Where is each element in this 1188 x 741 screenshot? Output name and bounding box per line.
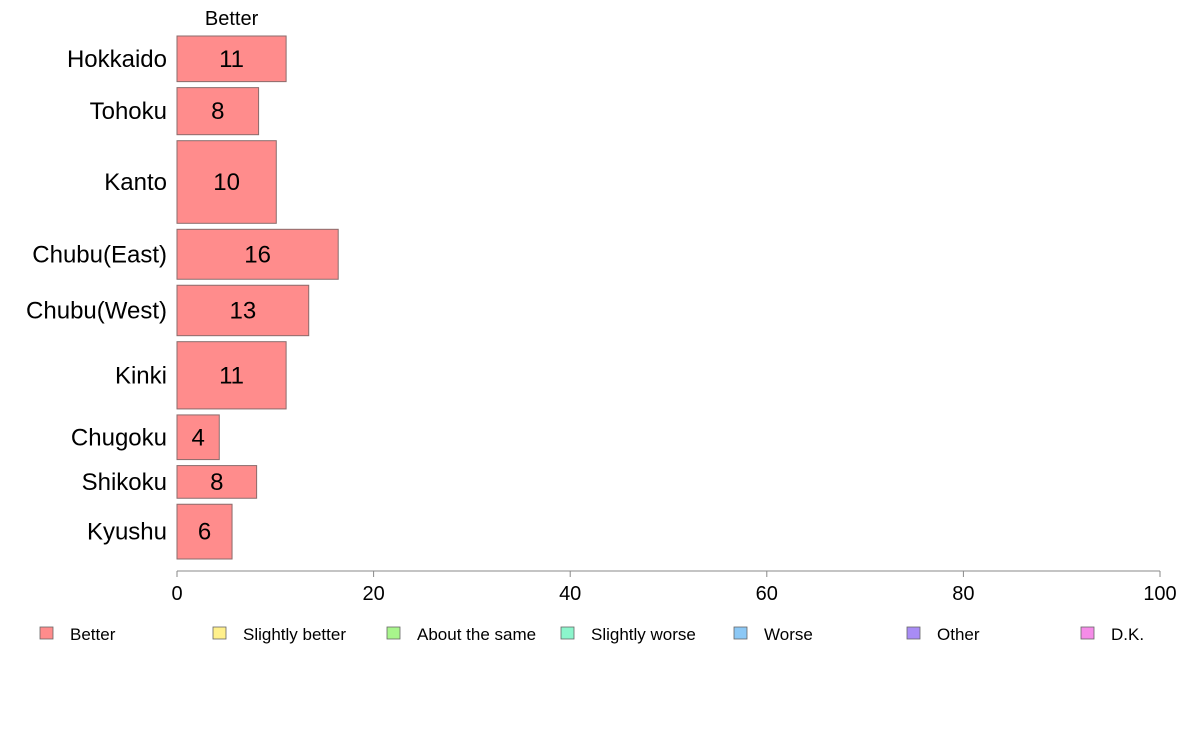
category-label-kyushu: Kyushu (87, 519, 167, 546)
category-label-kanto: Kanto (104, 169, 167, 196)
legend-swatch-d-k- (1080, 626, 1095, 640)
data-label: 11 (219, 362, 244, 389)
data-label: 4 (191, 424, 204, 451)
legend-label-worse: Worse (764, 625, 813, 644)
category-label-chubu-east-: Chubu(East) (32, 241, 167, 268)
legend-label-slightly-worse: Slightly worse (591, 625, 696, 644)
bar-better-2 (176, 140, 277, 224)
legend-swatch-slightly-worse (560, 626, 575, 640)
bar-better-3 (176, 228, 339, 280)
legend-swatch-about-the-same (386, 626, 401, 640)
x-tick-label: 80 (952, 583, 974, 605)
data-label: 8 (211, 98, 224, 125)
x-tick-label: 60 (756, 583, 778, 605)
top-label-better: Better (205, 8, 259, 30)
legend-label-better: Better (70, 625, 116, 644)
legend-label-d-k-: D.K. (1111, 625, 1144, 644)
category-label-tohoku: Tohoku (90, 98, 167, 125)
legend-swatch-slightly-better (212, 626, 227, 640)
legend-swatch-worse (733, 626, 748, 640)
category-label-chubu-west-: Chubu(West) (26, 297, 167, 324)
data-label: 13 (230, 297, 257, 324)
x-tick-label: 20 (362, 583, 384, 605)
bar-better-6 (176, 414, 220, 461)
x-tick-label: 100 (1143, 583, 1176, 605)
legend-label-other: Other (937, 625, 980, 644)
bar-better-4 (176, 284, 310, 337)
bar-better-5 (176, 341, 287, 410)
data-label: 10 (213, 169, 240, 196)
bar-better-8 (176, 503, 233, 560)
legend-label-about-the-same: About the same (417, 625, 536, 644)
legend-label-slightly-better: Slightly better (243, 625, 346, 644)
bar-better-7 (176, 465, 258, 499)
category-label-hokkaido: Hokkaido (67, 46, 167, 73)
x-tick-label: 0 (171, 583, 182, 605)
data-label: 8 (210, 469, 223, 496)
legend-swatch-other (906, 626, 921, 640)
data-label: 6 (198, 519, 211, 546)
category-label-chugoku: Chugoku (71, 424, 167, 451)
bar-better-1 (176, 87, 260, 136)
category-label-shikoku: Shikoku (82, 469, 167, 496)
category-label-kinki: Kinki (115, 362, 167, 389)
data-label: 11 (219, 46, 244, 73)
data-label: 16 (244, 241, 271, 268)
x-tick-label: 40 (559, 583, 581, 605)
bar-better-0 (176, 35, 287, 83)
legend-swatch-better (39, 626, 54, 640)
